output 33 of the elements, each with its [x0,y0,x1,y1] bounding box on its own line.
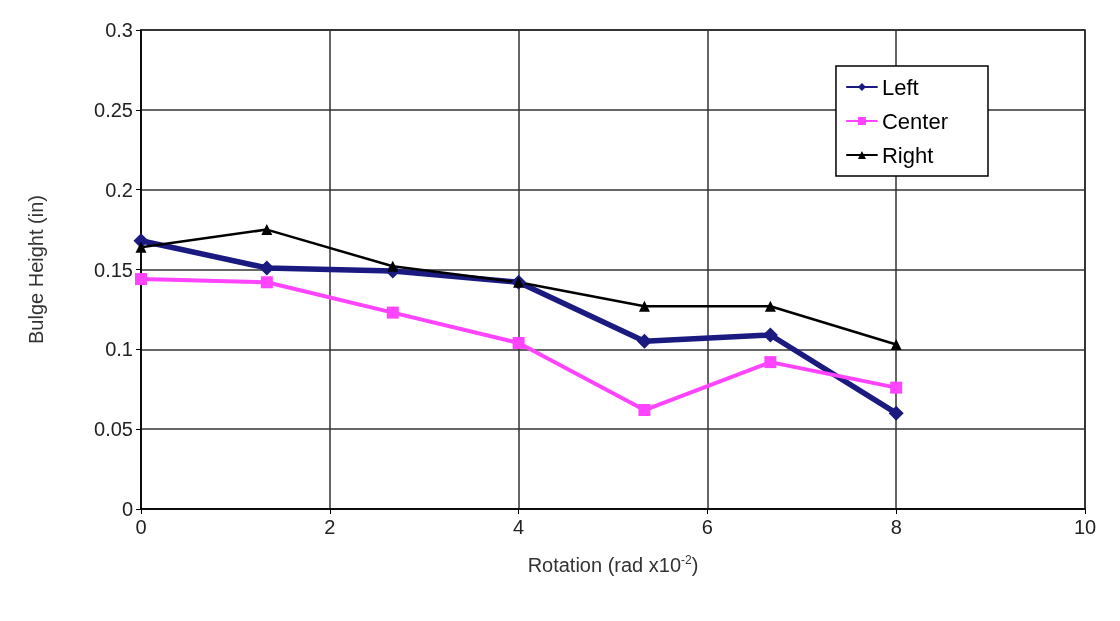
point [638,300,650,312]
y-tick-label: 0.25 [94,98,133,121]
point [387,260,399,272]
y-tick-label: 0.3 [105,19,133,41]
point [890,381,903,394]
y-tick-label: 0.05 [94,418,133,441]
legend-label: Center [881,108,949,134]
y-tick-label: 0.2 [105,178,133,201]
point [512,336,525,349]
point [636,333,652,349]
y-tick-label: 0.1 [105,338,133,361]
point [888,405,904,421]
point [890,339,902,351]
x-tick-label: 8 [890,516,902,538]
x-tick-label: 0 [135,516,147,538]
point [261,224,273,236]
point [260,276,273,289]
point [259,260,275,276]
y-axis-title: Bulge Height (in) [25,195,47,344]
point [135,241,147,253]
x-tick-label: 2 [324,516,336,538]
y-tick-label: 0 [121,498,133,520]
legend-label: Right [881,142,934,168]
legend-label: Left [881,74,919,100]
y-tick-label: 0.15 [94,258,133,281]
x-tick-label: 6 [701,516,713,538]
point [764,356,777,369]
point [386,306,399,319]
point [764,300,776,312]
point [135,273,147,286]
point [638,404,651,417]
x-tick-label: 10 [1073,516,1097,538]
x-tick-label: 4 [513,516,525,538]
